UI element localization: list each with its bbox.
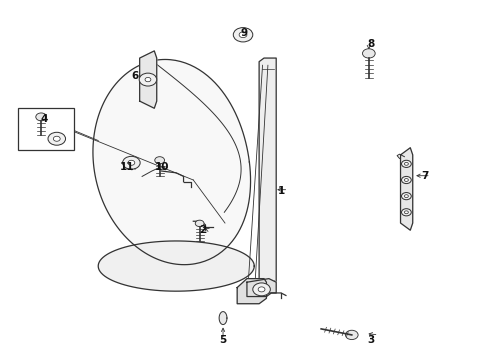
Circle shape xyxy=(401,160,410,167)
Circle shape xyxy=(404,179,407,181)
Circle shape xyxy=(239,32,246,38)
Polygon shape xyxy=(259,58,276,291)
Circle shape xyxy=(258,287,264,292)
Text: 1: 1 xyxy=(277,186,284,196)
Polygon shape xyxy=(93,59,250,265)
Polygon shape xyxy=(140,51,157,108)
Text: 6: 6 xyxy=(131,71,138,81)
Circle shape xyxy=(36,113,46,121)
Circle shape xyxy=(401,209,410,216)
Circle shape xyxy=(122,156,140,169)
Text: 11: 11 xyxy=(120,162,135,172)
Polygon shape xyxy=(98,241,254,291)
Text: 10: 10 xyxy=(154,162,168,172)
Circle shape xyxy=(53,136,60,141)
Circle shape xyxy=(401,193,410,200)
Text: 7: 7 xyxy=(420,171,427,181)
Text: 4: 4 xyxy=(41,114,48,124)
Circle shape xyxy=(401,176,410,184)
Polygon shape xyxy=(219,312,226,324)
Circle shape xyxy=(345,330,357,339)
Circle shape xyxy=(362,49,374,58)
Circle shape xyxy=(155,157,164,164)
Circle shape xyxy=(128,160,135,165)
Circle shape xyxy=(145,77,151,82)
Text: 2: 2 xyxy=(199,225,206,235)
Circle shape xyxy=(139,73,157,86)
Polygon shape xyxy=(246,279,276,297)
Circle shape xyxy=(404,195,407,198)
Circle shape xyxy=(195,220,203,226)
Text: 3: 3 xyxy=(367,334,374,345)
Text: 9: 9 xyxy=(241,28,247,38)
Bar xyxy=(18,108,74,149)
Polygon shape xyxy=(400,148,412,230)
Circle shape xyxy=(233,28,252,42)
Polygon shape xyxy=(237,279,266,304)
Text: 5: 5 xyxy=(219,334,226,345)
Circle shape xyxy=(48,132,65,145)
Circle shape xyxy=(404,211,407,214)
Text: 8: 8 xyxy=(367,39,374,49)
Circle shape xyxy=(404,162,407,165)
Circle shape xyxy=(252,283,270,296)
